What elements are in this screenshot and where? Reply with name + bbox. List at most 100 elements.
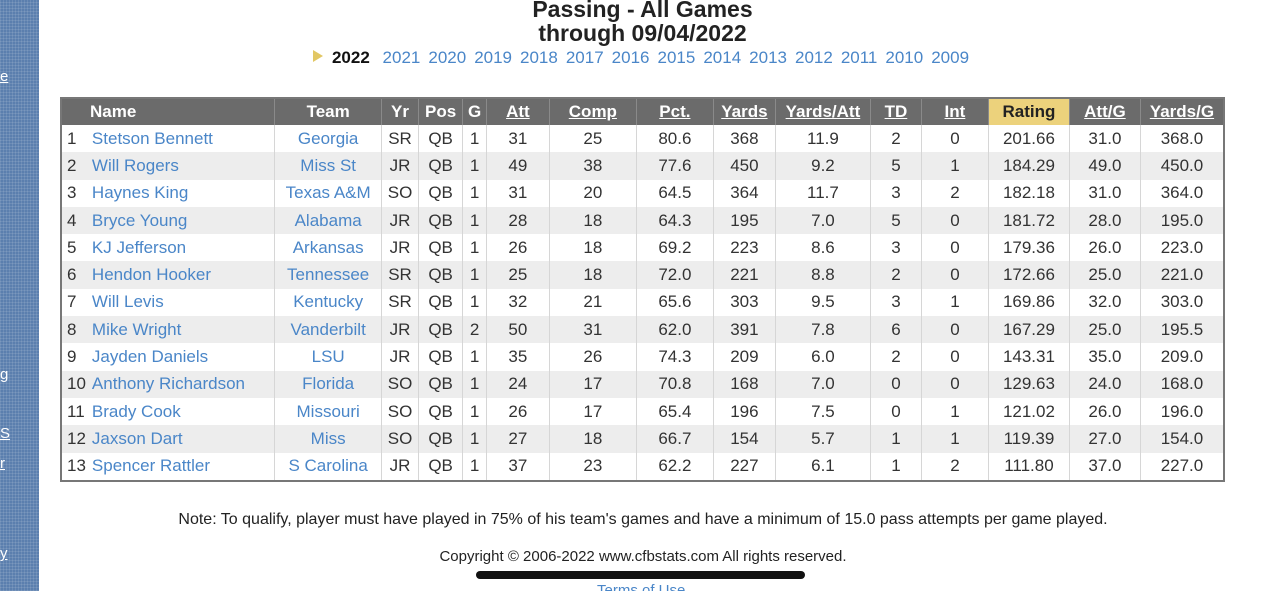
comp-cell: 21 <box>548 288 637 317</box>
sort-comp-link[interactable]: Comp <box>548 98 637 125</box>
yards-att-cell: 7.8 <box>774 316 871 344</box>
year-link-2021[interactable]: 2021 <box>382 48 421 67</box>
int-cell: 0 <box>920 261 989 289</box>
pos-cell: QB <box>417 343 463 371</box>
pos-cell: QB <box>417 288 463 317</box>
qualification-note: Note: To qualify, player must have playe… <box>178 511 1108 528</box>
g-cell: 1 <box>462 179 487 207</box>
sidebar-link-fragment[interactable]: r <box>0 455 5 472</box>
team-link[interactable]: Florida <box>274 370 382 398</box>
year-link-2016[interactable]: 2016 <box>611 48 650 67</box>
year-link-2013[interactable]: 2013 <box>749 48 787 67</box>
yards-cell: 209 <box>712 343 776 371</box>
team-link[interactable]: Alabama <box>274 206 382 235</box>
team-link[interactable]: Georgia <box>274 125 382 153</box>
pos-cell: QB <box>417 206 463 235</box>
sort-int-link[interactable]: Int <box>920 98 989 125</box>
player-name-link[interactable]: Haynes King <box>91 183 189 203</box>
player-name-link[interactable]: KJ Jefferson <box>91 237 187 257</box>
yards-g-cell: 368.0 <box>1139 125 1224 153</box>
col-header-yr: Yr <box>381 98 419 125</box>
year-link-2009[interactable]: 2009 <box>931 48 970 67</box>
att-g-cell: 24.0 <box>1068 370 1141 398</box>
g-cell: 1 <box>462 370 487 398</box>
g-cell: 1 <box>462 152 487 180</box>
team-link[interactable]: Missouri <box>274 397 382 426</box>
att-g-cell: 31.0 <box>1068 179 1141 207</box>
team-link[interactable]: Miss St <box>274 152 382 180</box>
att-cell: 26 <box>485 234 550 262</box>
sort-td-link[interactable]: TD <box>869 98 922 125</box>
sort-att-per-game-link[interactable]: Att/G <box>1068 98 1141 125</box>
table-row: 10 Anthony Richardson Florida SO QB 1 24 17 70.8… <box>61 370 1224 398</box>
team-link[interactable]: Kentucky <box>274 288 382 317</box>
team-link[interactable]: S Carolina <box>274 452 382 481</box>
player-name-link[interactable]: Mike Wright <box>88 316 275 344</box>
player-name-link[interactable]: Spencer Rattler <box>91 456 211 476</box>
yards-cell: 196 <box>712 397 776 426</box>
team-link[interactable]: Miss <box>274 425 382 453</box>
sort-yards-per-game-link[interactable]: Yards/G <box>1139 98 1224 125</box>
pct-cell: 72.0 <box>635 261 714 289</box>
pos-cell: QB <box>417 152 463 180</box>
g-cell: 1 <box>462 343 487 371</box>
home-indicator-bar[interactable] <box>476 571 805 579</box>
terms-of-use-link[interactable]: Terms of Use <box>597 582 686 591</box>
player-name-link[interactable]: Will Levis <box>91 292 164 312</box>
yards-g-cell: 364.0 <box>1139 179 1224 207</box>
comp-cell: 23 <box>548 452 637 481</box>
sidebar-link-fragment[interactable]: S <box>0 425 11 442</box>
pos-cell: QB <box>417 370 463 398</box>
year-link-2012[interactable]: 2012 <box>794 48 833 67</box>
int-cell: 0 <box>920 370 989 398</box>
pct-cell: 62.0 <box>635 316 714 344</box>
year-2022-selected: 2022 <box>331 48 370 67</box>
pct-cell: 65.4 <box>635 397 714 426</box>
comp-cell: 26 <box>548 343 637 371</box>
att-cell: 31 <box>485 179 550 207</box>
player-name-link[interactable]: Brady Cook <box>91 401 181 421</box>
sidebar-link-fragment[interactable]: e <box>0 68 9 85</box>
att-g-cell: 25.0 <box>1068 316 1141 344</box>
rating-cell: 119.39 <box>987 425 1070 453</box>
year-link-2020[interactable]: 2020 <box>428 48 467 67</box>
player-name-link[interactable]: Jaxson Dart <box>88 425 275 453</box>
sort-yards-link[interactable]: Yards <box>712 98 776 125</box>
comp-cell: 17 <box>548 370 637 398</box>
team-link[interactable]: LSU <box>274 343 382 371</box>
sort-att-link[interactable]: Att <box>485 98 550 125</box>
int-cell: 2 <box>920 452 989 481</box>
pos-cell: QB <box>417 125 463 153</box>
sidebar-link-fragment[interactable]: y <box>0 545 8 562</box>
team-link[interactable]: Vanderbilt <box>274 316 382 344</box>
comp-cell: 38 <box>548 152 637 180</box>
player-name-link[interactable]: Hendon Hooker <box>88 261 275 289</box>
player-name-link[interactable]: Bryce Young <box>88 206 275 235</box>
year-link-2019[interactable]: 2019 <box>474 48 513 67</box>
year-link-2015[interactable]: 2015 <box>657 48 696 67</box>
player-name-link[interactable]: Will Rogers <box>88 152 275 180</box>
sidebar-link-fragment[interactable]: g <box>0 366 9 383</box>
year-link-2018[interactable]: 2018 <box>520 48 558 67</box>
player-name-link[interactable]: Jayden Daniels <box>91 347 209 367</box>
pct-cell: 77.6 <box>635 152 714 180</box>
comp-cell: 20 <box>548 179 637 207</box>
team-link[interactable]: Arkansas <box>274 234 382 262</box>
yards-att-cell: 8.8 <box>774 261 871 289</box>
year-link-2011[interactable]: 2011 <box>840 48 878 67</box>
player-name-link[interactable]: Anthony Richardson <box>88 370 275 398</box>
sort-pct-link[interactable]: Pct. <box>635 98 714 125</box>
rating-cell: 121.02 <box>987 397 1070 426</box>
team-link[interactable]: Tennessee <box>274 261 382 289</box>
td-cell: 5 <box>869 152 922 180</box>
comp-cell: 18 <box>548 425 637 453</box>
year-link-2017[interactable]: 2017 <box>565 48 604 67</box>
year-link-2014[interactable]: 2014 <box>703 48 742 67</box>
sort-yards-att-link[interactable]: Yards/Att <box>774 98 871 125</box>
int-cell: 2 <box>920 179 989 207</box>
yr-cell: SO <box>381 397 419 426</box>
player-name-link[interactable]: Stetson Bennett <box>91 128 213 148</box>
year-link-2010[interactable]: 2010 <box>885 48 924 67</box>
sort-rating-selected[interactable]: Rating <box>987 98 1070 125</box>
team-link[interactable]: Texas A&M <box>274 179 382 207</box>
